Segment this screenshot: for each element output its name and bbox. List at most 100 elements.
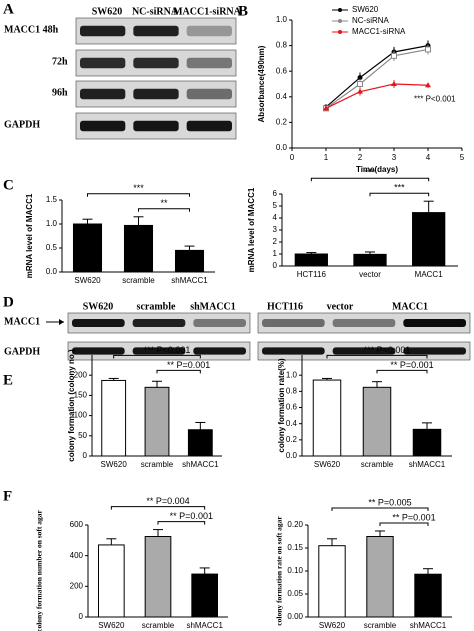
series-line — [325, 83, 429, 109]
blot-band — [80, 88, 126, 100]
y-tick-label: 0.10 — [287, 566, 303, 575]
panel-letter: F — [3, 488, 12, 504]
significance-bracket — [138, 208, 190, 212]
blot-band — [72, 319, 125, 327]
panel-letter: A — [3, 1, 14, 17]
y-axis-label: colony formation number on soft agar — [35, 509, 44, 631]
y-tick-label: 0.4 — [276, 92, 288, 101]
x-tick-label: scramble — [364, 621, 397, 630]
point — [323, 105, 329, 111]
legend-label: SW620 — [352, 5, 379, 14]
significance-label: ** P=0.001 — [167, 360, 210, 370]
significance-bracket — [376, 369, 428, 374]
point — [357, 88, 363, 94]
y-tick-label: 0.0 — [276, 143, 288, 152]
x-tick-label: SW620 — [319, 621, 346, 630]
x-tick-label: shMACC1 — [171, 276, 208, 285]
y-axis-label: mRNA level of MACC1 — [247, 187, 256, 272]
y-tick-label: 0 — [273, 261, 278, 270]
y-tick-label: 0 — [83, 451, 88, 460]
blot-band — [262, 319, 325, 327]
x-axis-label: Time(days) — [356, 165, 398, 174]
lane-label: shMACC1 — [190, 301, 236, 312]
panel-letter: D — [3, 294, 14, 310]
x-tick-label: 5 — [460, 153, 465, 162]
significance-label: ** — [160, 198, 168, 208]
bar — [101, 379, 127, 457]
row-label: MACC1 — [4, 316, 40, 327]
x-tick-label: 1 — [324, 153, 329, 162]
lane-label: SW620 — [83, 301, 114, 312]
series-line — [325, 45, 429, 108]
significance-bracket — [157, 521, 206, 525]
lane-label: NC-siRNA — [132, 6, 179, 17]
legend-label: MACC1-siRNA — [352, 27, 406, 36]
y-tick-label: 0.0 — [286, 451, 298, 460]
y-tick-label: 0.8 — [276, 41, 288, 50]
y-tick-label: 1.0 — [276, 15, 288, 24]
panel-letter: C — [3, 177, 14, 193]
y-tick-label: 2 — [273, 237, 278, 246]
arrow-head — [59, 319, 64, 325]
y-tick-label: 6 — [273, 189, 278, 198]
y-axis-label: mRNA level of MACC1 — [25, 193, 34, 278]
significance-label: ** P=0.004 — [146, 496, 189, 506]
y-tick-label: 0.4 — [286, 419, 298, 428]
panel-letter: E — [3, 372, 13, 388]
blot-strip — [257, 312, 471, 334]
y-tick-label: 50 — [78, 431, 87, 440]
significance-bracket — [369, 192, 430, 197]
significance-label: *** P<0.001 — [144, 345, 191, 355]
significance-bracket — [156, 369, 201, 374]
significance-label: *** P<0.001 — [364, 345, 411, 355]
blot-band — [403, 319, 466, 327]
significance-bracket — [87, 193, 190, 197]
bar — [414, 573, 442, 618]
significance-bracket — [326, 354, 428, 359]
point — [357, 75, 363, 81]
row-label: 72h — [52, 56, 68, 67]
legend-marker — [338, 19, 342, 23]
row-label: GAPDH — [4, 119, 40, 130]
annotation: *** P<0.001 — [414, 94, 456, 103]
y-tick-label: 1 — [273, 249, 278, 258]
row-label: GAPDH — [4, 346, 40, 357]
x-tick-label: SW620 — [101, 460, 128, 469]
blot-band — [133, 120, 179, 132]
bar — [412, 428, 442, 457]
blot-band — [133, 25, 179, 37]
blot-band — [186, 88, 232, 100]
x-tick-label: scramble — [361, 460, 394, 469]
bar — [144, 536, 172, 618]
bar — [174, 249, 205, 273]
series-line — [325, 48, 429, 109]
bar — [362, 386, 392, 457]
blot-band — [133, 88, 179, 100]
x-tick-label: HCT116 — [297, 270, 327, 279]
blot-band — [186, 25, 232, 37]
y-tick-label: 0.00 — [287, 612, 303, 621]
significance-bracket — [110, 506, 206, 510]
x-tick-label: SW620 — [314, 460, 341, 469]
y-tick-label: 600 — [70, 520, 84, 529]
y-tick-label: 0.5 — [46, 243, 58, 252]
lane-label: MACC1-siRNA — [173, 6, 242, 17]
x-tick-label: vector — [359, 270, 381, 279]
blot-band — [186, 57, 232, 69]
x-tick-label: 4 — [426, 153, 431, 162]
blot-band — [132, 347, 186, 355]
point — [425, 82, 431, 88]
bar — [123, 224, 154, 273]
y-tick-label: 0.20 — [287, 520, 303, 529]
y-tick-label: 3 — [273, 225, 278, 234]
y-axis-label: colony formation rate(%) — [277, 358, 286, 453]
legend-label: NC-siRNA — [352, 16, 390, 25]
legend-marker — [338, 8, 342, 12]
significance-label: ** P=0.001 — [390, 360, 433, 370]
significance-bracket — [113, 354, 201, 359]
bar — [412, 212, 446, 267]
point — [357, 81, 363, 87]
x-tick-label: SW620 — [74, 276, 101, 285]
y-tick-label: 0.2 — [276, 118, 288, 127]
